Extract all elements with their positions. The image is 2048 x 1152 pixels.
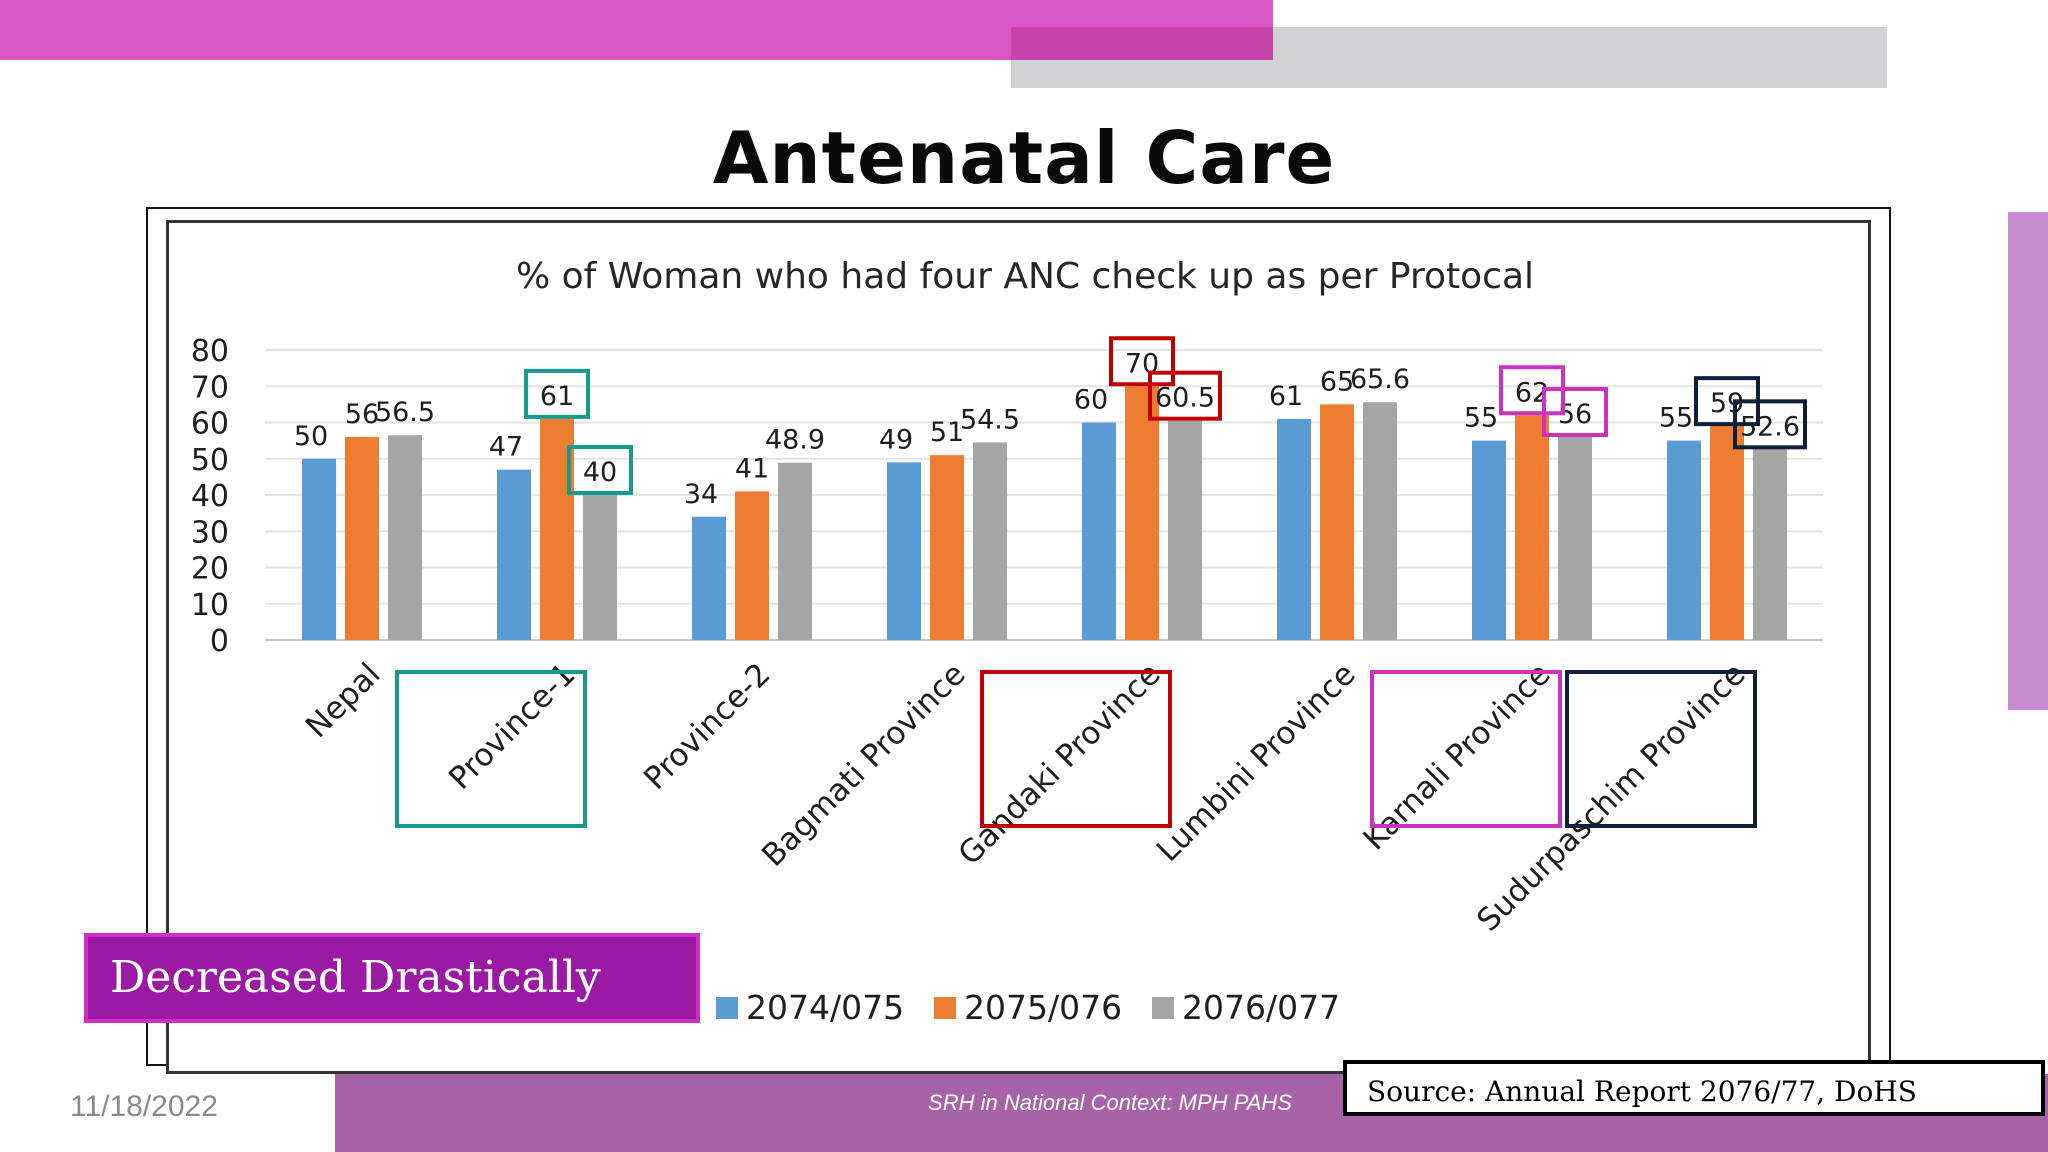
data-label: 47	[489, 432, 523, 463]
highlight-box-value	[1109, 336, 1175, 387]
y-tick-label: 70	[191, 370, 229, 405]
highlight-box-value	[567, 445, 633, 495]
bar-lumbini-province-2076-077	[1363, 402, 1397, 640]
highlight-box-category	[980, 670, 1172, 828]
legend-swatch-2074-075	[716, 997, 738, 1019]
bars	[302, 386, 1787, 640]
y-tick-label: 60	[191, 407, 229, 442]
data-label: 54.5	[960, 404, 1020, 435]
highlight-boxes	[395, 336, 1807, 828]
source-citation: Source: Annual Report 2076/77, DoHS	[1343, 1060, 2045, 1116]
bar-sudurpaschim-province-2076-077	[1753, 449, 1787, 640]
data-label: 51	[930, 417, 964, 448]
highlight-box-value	[524, 368, 590, 419]
y-tick-label: 40	[191, 479, 229, 514]
footer-text: SRH in National Context: MPH PAHS	[928, 1090, 1292, 1115]
y-tick-label: 20	[191, 552, 229, 587]
y-tick-label: 30	[191, 515, 229, 550]
bar-bagmati-province-2075-076	[930, 455, 964, 640]
highlight-box-value	[1542, 387, 1608, 437]
slide-date: 11/18/2022	[70, 1090, 218, 1123]
data-label: 60	[1074, 385, 1108, 416]
data-label: 61	[1269, 381, 1303, 412]
data-label: 56.5	[375, 397, 435, 428]
bar-nepal-2076-077	[388, 435, 422, 640]
bar-nepal-2074-075	[302, 458, 336, 640]
data-label: 65.6	[1350, 364, 1410, 395]
slide-title: Antenatal Care	[712, 116, 1336, 200]
data-label: 59	[1710, 388, 1744, 419]
bar-karnali-province-2075-076	[1515, 415, 1549, 640]
data-label: 50	[294, 421, 328, 452]
highlight-box-category	[395, 670, 587, 828]
category-label-nepal: Nepal	[299, 656, 388, 745]
bar-bagmati-province-2076-077	[973, 442, 1007, 640]
highlight-box-value	[1733, 399, 1807, 450]
data-label: 34	[684, 479, 718, 510]
y-tick-label: 10	[191, 588, 229, 623]
data-label: 61	[540, 381, 574, 412]
y-tick-label: 80	[191, 334, 229, 369]
legend-label-2074-075: 2074/075	[746, 988, 904, 1027]
legend-label-2075-076: 2075/076	[964, 988, 1122, 1027]
data-label: 55	[1659, 403, 1693, 434]
highlight-box-category	[1565, 670, 1757, 828]
data-label: 52.6	[1740, 411, 1800, 442]
bar-province-2-2074-075	[692, 516, 726, 640]
bar-nepal-2075-076	[345, 437, 379, 640]
legend-swatch-2075-076	[934, 997, 956, 1019]
y-tick-label: 50	[191, 443, 229, 478]
bar-lumbini-province-2075-076	[1320, 404, 1354, 640]
bar-gandaki-province-2075-076	[1125, 386, 1159, 640]
bar-bagmati-province-2074-075	[887, 462, 921, 640]
category-label-bagmati-province: Bagmati Province	[755, 656, 973, 874]
bar-province-1-2076-077	[583, 495, 617, 640]
bar-sudurpaschim-province-2075-076	[1710, 426, 1744, 640]
legend-label-2076-077: 2076/077	[1182, 988, 1340, 1027]
y-tick-label: 0	[210, 624, 229, 659]
legend: 2074/075 2075/076 2076/077	[716, 988, 1340, 1027]
bar-karnali-province-2076-077	[1558, 437, 1592, 640]
category-label-province-1: Province-1	[442, 656, 583, 797]
chart-panel	[166, 220, 1871, 1074]
data-label: 41	[735, 453, 769, 484]
data-label: 40	[583, 457, 617, 488]
bar-province-2-2075-076	[735, 491, 769, 640]
bar-gandaki-province-2076-077	[1168, 420, 1202, 640]
bar-gandaki-province-2074-075	[1082, 422, 1116, 640]
data-label: 56	[345, 399, 379, 430]
bar-sudurpaschim-province-2074-075	[1667, 440, 1701, 640]
legend-swatch-2076-077	[1152, 997, 1174, 1019]
data-label: 65	[1320, 366, 1354, 397]
right-pink-band	[2008, 212, 2048, 710]
highlight-box-value	[1148, 370, 1222, 421]
highlight-box-category	[1370, 670, 1562, 828]
data-label: 55	[1464, 403, 1498, 434]
callout-decreased-drastically: Decreased Drastically	[84, 933, 700, 1023]
chart-title: % of Woman who had four ANC check up as …	[516, 256, 1534, 297]
category-label-lumbini-province: Lumbini Province	[1150, 656, 1363, 869]
data-label: 48.9	[765, 425, 825, 456]
bar-province-1-2074-075	[497, 469, 531, 640]
data-label: 49	[879, 424, 913, 455]
bar-lumbini-province-2074-075	[1277, 418, 1311, 640]
data-label: 60.5	[1155, 383, 1215, 414]
top-band-overlap	[1011, 27, 1273, 60]
category-label-province-2: Province-2	[637, 656, 778, 797]
bar-province-2-2076-077	[778, 462, 812, 640]
bar-karnali-province-2074-075	[1472, 440, 1506, 640]
